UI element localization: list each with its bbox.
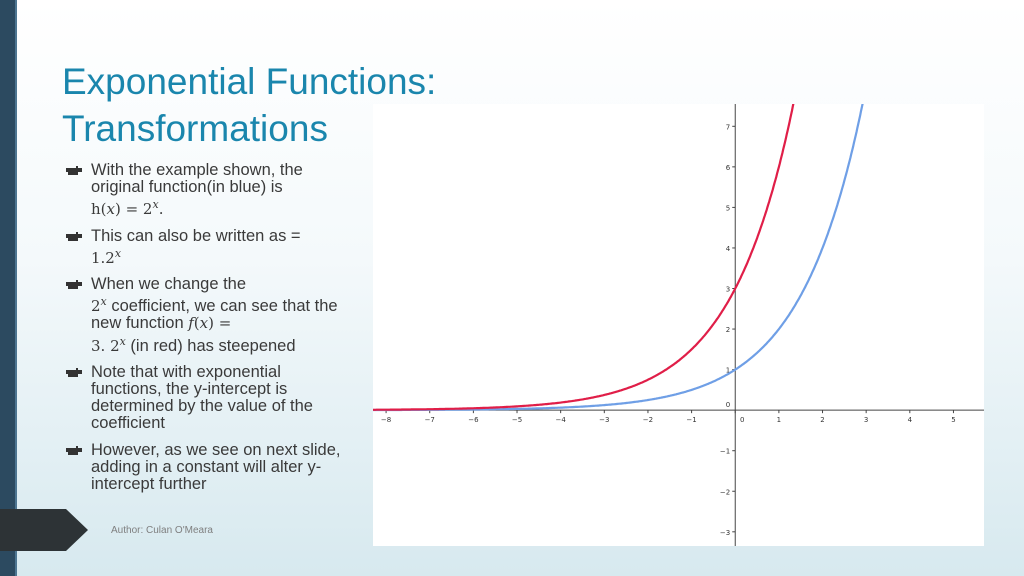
graph-canvas: −8 −7 −6 −5 −4 −3 −2 −1 0 1 2 3 4 5 −3 −2 −1 0 1 2 3 4 5 6 7 (373, 84, 984, 546)
x-tick-label: −2 (643, 416, 653, 424)
x-tick-label: −7 (425, 416, 435, 424)
series-line (373, 85, 868, 412)
bullet-item-1: With the example shown, the original fun… (64, 161, 354, 219)
x-tick-label: 2 (820, 416, 824, 424)
slide-title: Exponential Functions: Transformations (62, 58, 502, 152)
bullet-math: 𝑓(𝑥) = (188, 314, 232, 333)
bullet-text: Note that with exponential functions, th… (91, 362, 313, 433)
x-tick-label: −1 (686, 416, 696, 424)
y-tick-label: 5 (726, 204, 730, 212)
y-tick-label: 0 (726, 401, 730, 409)
bullet-math: h(𝑥) = 2𝑥. (91, 198, 164, 219)
y-tick-label: 6 (726, 164, 731, 172)
exponential-graph: −8 −7 −6 −5 −4 −3 −2 −1 0 1 2 3 4 5 −3 −2 −1 0 1 2 3 4 5 6 7 (373, 84, 984, 546)
y-tick-label: 1 (726, 367, 730, 375)
x-tick-label: −6 (468, 416, 479, 424)
bullet-text: coefficient, we can see that the new fun… (91, 297, 338, 333)
footer-arrow-shape (0, 509, 88, 551)
bullet-text: When we change the (91, 275, 247, 294)
y-tick-label: 3 (726, 286, 730, 294)
bullet-math: 1.2𝑥 (91, 246, 122, 267)
left-accent-stripe (15, 0, 17, 576)
bullet-item-4: Note that with exponential functions, th… (64, 362, 354, 433)
bullet-item-2: This can also be written as = 1.2𝑥 (64, 226, 354, 267)
x-tick-label: −5 (512, 416, 522, 424)
bullet-item-5: However, as we see on next slide, adding… (64, 440, 354, 494)
y-tick-label: 2 (726, 326, 730, 334)
bullet-text: However, as we see on next slide, adding… (91, 440, 341, 494)
bullet-item-3: When we change the 2𝑥 coefficient, we ca… (64, 275, 354, 355)
x-tick-label: 3 (864, 416, 868, 424)
x-tick-label: 1 (777, 416, 781, 424)
x-tick-label: 0 (740, 416, 744, 424)
hand-pointing-right-icon (66, 367, 82, 377)
bullet-list: With the example shown, the original fun… (64, 161, 354, 502)
y-tick-label: −3 (720, 529, 730, 537)
hand-pointing-right-icon (66, 166, 82, 175)
title-line-2: Transformations (62, 108, 328, 149)
hand-pointing-right-icon (66, 231, 82, 241)
title-line-1: Exponential Functions: (62, 61, 437, 102)
y-tick-label: −1 (720, 448, 730, 456)
left-accent-bar (0, 0, 15, 576)
x-tick-label: −8 (381, 416, 391, 424)
y-tick-label: 7 (726, 123, 730, 131)
x-tick-label: 4 (908, 416, 913, 424)
bullet-text: This can also be written as = (91, 226, 301, 245)
x-tick-label: −3 (599, 416, 609, 424)
hand-pointing-right-icon (66, 280, 82, 290)
series-line (373, 84, 799, 411)
x-tick-label: 5 (951, 416, 955, 424)
author-credit: Author: Culan O'Meara (111, 525, 213, 536)
bullet-math: 3. 2𝑥 (91, 334, 126, 355)
hand-pointing-right-icon (66, 445, 82, 455)
y-tick-label: −2 (720, 488, 730, 496)
y-tick-label: 4 (726, 245, 731, 253)
bullet-text: (in red) has steepened (125, 336, 296, 355)
bullet-math: 2𝑥 (91, 295, 107, 316)
x-tick-label: −4 (556, 416, 567, 424)
bullet-text: With the example shown, the original fun… (91, 161, 303, 197)
